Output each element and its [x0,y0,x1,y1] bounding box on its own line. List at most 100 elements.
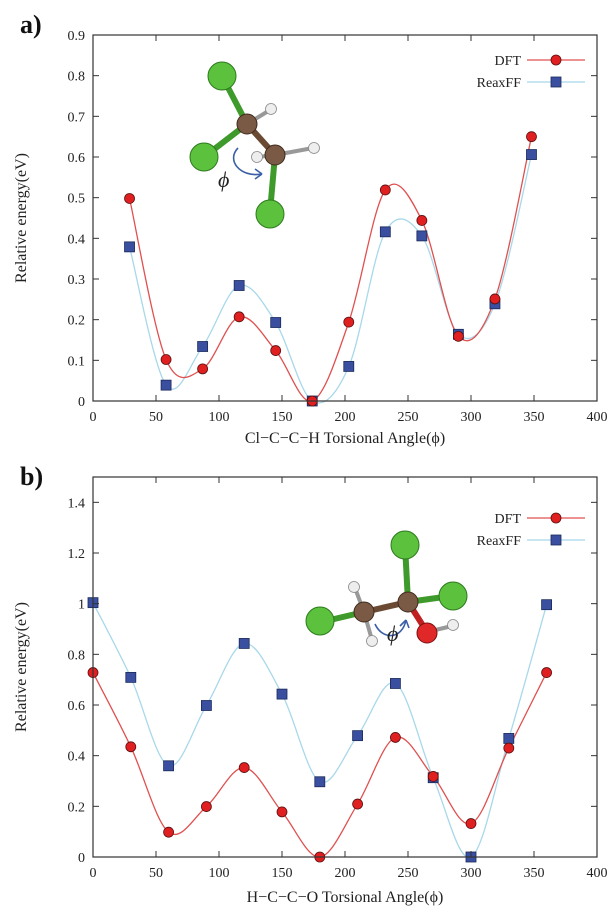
data-point-dft [160,354,172,365]
x-axis-ticks: 0 50 100 150 200 250 300 350 400 [90,477,608,881]
x-tick-label: 150 [272,410,293,425]
data-point-dft [526,131,537,143]
data-point-dft [489,293,501,305]
data-point-dft [124,193,135,204]
chart-panel-a: a) 0 50 100 150 200 250 300 350 400 0 0.1 0.2 0.3 0.… [13,10,608,447]
data-point-reaxff [238,638,250,649]
x-tick-label: 350 [524,866,545,881]
y-axis-label: Relative energy(eV) [13,602,30,732]
hydrogen-atom [308,142,320,154]
data-point-reaxff [197,341,209,352]
hydrogen-atom [366,635,378,647]
data-point-reaxff [314,776,326,788]
y-tick-label: 0.4 [68,750,86,765]
data-point-dft [352,798,364,810]
y-tick-label: 0.2 [68,800,86,815]
data-point-dft [503,742,515,754]
x-tick-label: 250 [398,410,419,425]
torsion-symbol: ϕ [218,167,229,192]
chlorine-atom [207,61,237,91]
data-point-dft [452,330,464,342]
y-tick-label: 0.1 [68,354,86,369]
y-tick-label: 1.2 [68,547,86,562]
chlorine-atom [390,530,420,560]
chlorine-atom [255,199,285,229]
x-tick-label: 100 [209,866,230,881]
data-point-reaxff [352,730,364,742]
data-point-dft [427,771,439,782]
carbon-atom [397,591,419,613]
legend: DFT ReaxFF [477,54,585,91]
hydrogen-atom [265,103,277,115]
arrowhead-icon [399,619,410,629]
legend-marker-dft [550,54,562,66]
legend-label-dft: DFT [495,512,522,527]
data-point-reaxff [343,361,355,372]
data-point-dft [197,363,209,375]
molecule-illustration: ϕ [189,61,320,229]
series-line-dft [128,136,533,402]
y-tick-label: 0.7 [68,110,86,125]
chlorine-atom [305,606,335,636]
data-point-reaxff [276,688,288,700]
x-axis-ticks: 0 50 100 150 200 250 300 350 400 [90,35,608,425]
carbon-atom [236,113,258,135]
x-tick-label: 50 [149,866,163,881]
data-point-reaxff [200,700,212,711]
data-point-reaxff [233,280,245,291]
y-tick-label: 0.4 [68,232,86,247]
carbon-atom [353,601,375,623]
data-point-reaxff [125,671,137,683]
x-tick-label: 100 [209,410,230,425]
y-tick-label: 0.5 [68,192,86,207]
series-markers [87,597,552,863]
data-point-reaxff [163,760,175,772]
chlorine-atom [189,142,219,172]
x-axis-label: H−C−C−O Torsional Angle(ϕ) [247,889,444,906]
torsion-symbol: ϕ [387,621,398,646]
y-axis-ticks: 0 0.2 0.4 0.6 0.8 1 1.2 1.4 [68,496,597,866]
y-tick-label: 0.8 [68,648,86,663]
panel-letter-a: a) [20,10,42,39]
data-point-dft [200,801,212,812]
legend-label-dft: DFT [495,54,522,69]
y-tick-label: 0.8 [68,70,86,85]
legend-marker-dft [550,512,562,524]
data-point-dft [276,806,288,818]
x-tick-label: 50 [149,410,163,425]
carbon-atom [264,144,286,166]
molecule-illustration: ϕ [305,530,468,647]
x-axis-label: Cl−C−C−H Torsional Angle(ϕ) [245,430,445,447]
x-tick-label: 250 [398,866,419,881]
hydrogen-atom [251,151,263,163]
y-tick-label: 0.6 [68,151,86,166]
y-axis-ticks: 0 0.1 0.2 0.3 0.4 0.5 0.6 0.7 0.8 0.9 [68,29,597,410]
chart-panel-b: b) 0 50 100 150 200 250 300 350 400 0 0.2 0.4 0.6 0.… [13,462,608,906]
y-tick-label: 0.3 [68,273,86,288]
data-point-reaxff [503,733,515,744]
x-tick-label: 300 [461,410,482,425]
x-tick-label: 400 [587,410,608,425]
y-tick-label: 0 [78,851,85,866]
legend-label-reaxff: ReaxFF [477,534,522,549]
legend-label-reaxff: ReaxFF [477,76,522,91]
data-point-dft [541,667,552,678]
data-point-dft [416,215,428,226]
legend: DFT ReaxFF [477,512,585,549]
data-point-reaxff [541,599,552,611]
rotation-arrow-icon [232,147,263,176]
series-line-reaxff [128,154,533,404]
hydrogen-atom [348,581,360,593]
data-point-reaxff [124,241,135,253]
data-point-dft [465,818,477,829]
y-tick-label: 1 [78,598,85,613]
data-point-dft [343,316,355,328]
y-tick-label: 0.9 [68,29,86,44]
data-point-reaxff [160,379,172,391]
x-tick-label: 200 [335,410,356,425]
x-tick-label: 300 [461,866,482,881]
x-tick-label: 400 [587,866,608,881]
data-point-dft [389,732,401,743]
